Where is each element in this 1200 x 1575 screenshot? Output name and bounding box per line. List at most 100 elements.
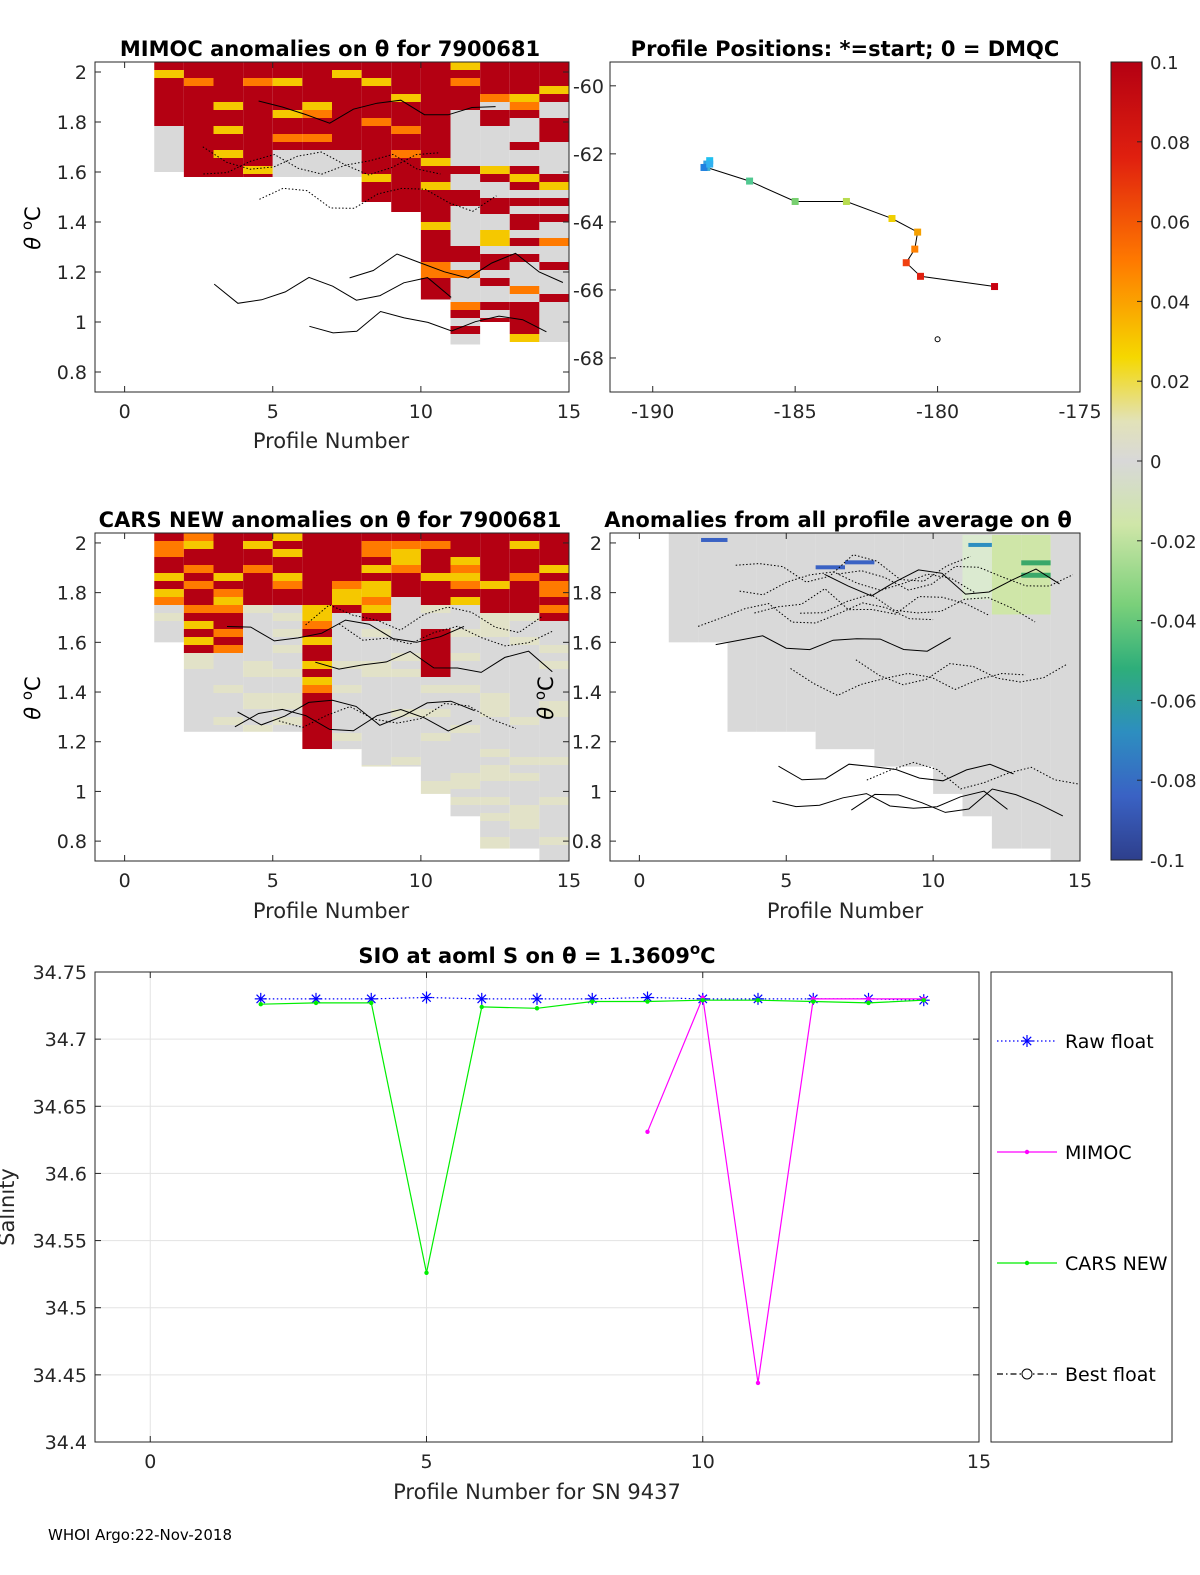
avg-cell <box>991 669 1022 677</box>
cars-cell <box>302 677 332 685</box>
cars-cell <box>272 541 303 549</box>
cars-cell <box>213 629 244 637</box>
mimoc-cell <box>480 254 510 262</box>
avg-cell <box>727 613 757 621</box>
cars-cell <box>450 605 481 613</box>
avg-cell <box>815 653 845 661</box>
cars-cell <box>243 597 273 605</box>
avg-cell <box>727 541 757 549</box>
mimoc-cell <box>509 310 540 318</box>
cars-cell <box>183 701 214 709</box>
mimoc-cell <box>332 134 362 142</box>
avg-cell <box>903 693 934 701</box>
salinity-point <box>645 1129 650 1135</box>
avg-cell <box>1050 685 1080 693</box>
mimoc-cell <box>391 118 421 126</box>
cars-cell <box>509 773 540 781</box>
mimoc-cell <box>450 134 481 142</box>
cars-cell <box>509 765 540 773</box>
cars-cell <box>361 733 392 741</box>
avg-cell <box>962 797 992 805</box>
cars-cell <box>480 837 510 845</box>
mimoc-cell <box>332 94 362 102</box>
cars-cell <box>302 725 332 733</box>
mimoc-cell <box>213 102 244 110</box>
cars-cell <box>302 605 332 613</box>
cars-cell <box>480 749 510 757</box>
mimoc-cell <box>391 142 421 150</box>
mimoc-cell <box>272 118 303 126</box>
avg-cell <box>991 789 1022 797</box>
mimoc-cell <box>420 158 451 166</box>
cars-cell <box>509 541 540 549</box>
avg-cell <box>874 533 904 541</box>
mimoc-cell <box>509 334 540 342</box>
avg-cell <box>874 757 904 765</box>
avg-cell <box>991 781 1022 789</box>
cars-cell <box>539 845 569 853</box>
avg-cell <box>698 581 728 589</box>
mimoc-cell <box>509 94 540 102</box>
cars-cell <box>272 661 303 669</box>
cars-cell <box>183 717 214 725</box>
mimoc-cell <box>420 198 451 206</box>
avg-cell <box>1050 797 1080 805</box>
avg-cell <box>903 757 934 765</box>
avg-cell <box>933 557 963 565</box>
mimoc-cell <box>480 302 510 310</box>
cars-cell <box>243 717 273 725</box>
mimoc-contour <box>203 153 441 175</box>
cars-cell <box>361 557 392 565</box>
mimoc-cell <box>450 102 481 110</box>
mimoc-cell <box>302 174 332 177</box>
mimoc-cell <box>183 94 214 102</box>
avg-cell <box>756 701 787 709</box>
mimoc-cell <box>450 278 481 286</box>
cars-cell <box>272 725 303 732</box>
cars-cell <box>539 621 569 629</box>
salinity-ytick-label: 34.75 <box>33 962 87 984</box>
avg-cell <box>756 589 787 597</box>
cars-cell <box>213 725 244 732</box>
avg-cell <box>1050 629 1080 637</box>
avg-cell <box>962 637 992 645</box>
avg-cell <box>815 581 845 589</box>
cars-cell <box>332 645 362 653</box>
avg-cell <box>962 773 992 781</box>
cars-cell <box>420 565 451 573</box>
mimoc-ytick-label: 1.6 <box>57 162 87 184</box>
mimoc-cell <box>391 150 421 158</box>
salinity-xtick-label: 10 <box>691 1451 715 1473</box>
avg-cell <box>668 565 699 573</box>
cars-cell <box>509 829 540 837</box>
avg-cell <box>933 653 963 661</box>
mimoc-cell <box>420 230 451 238</box>
avg-cell <box>815 597 845 605</box>
salinity-raw-star <box>420 991 433 1004</box>
cars-cell <box>183 669 214 677</box>
mimoc-cell <box>302 62 332 70</box>
cars-cell <box>302 669 332 677</box>
cars-cell <box>539 765 569 773</box>
avg-cell <box>845 717 875 725</box>
cars-cell <box>509 725 540 733</box>
cars-cell <box>154 541 184 549</box>
mimoc-cell <box>509 110 540 118</box>
avg-cell <box>845 677 875 685</box>
cars-cell <box>539 773 569 781</box>
mimoc-cell <box>539 326 569 334</box>
mimoc-cell <box>539 310 569 318</box>
mimoc-cell <box>272 110 303 118</box>
avg-cell <box>991 685 1022 693</box>
cars-cell <box>450 549 481 557</box>
cars-cell <box>509 597 540 605</box>
cars-cell <box>539 637 569 645</box>
cars-cell <box>361 709 392 717</box>
avg-ytick-label: 2 <box>590 533 602 555</box>
avg-cell <box>727 637 757 645</box>
cars-cell <box>420 605 451 613</box>
mimoc-cell <box>243 174 273 177</box>
avg-contour <box>778 763 1014 782</box>
cars-cell <box>450 701 481 709</box>
cars-cell <box>539 677 569 685</box>
